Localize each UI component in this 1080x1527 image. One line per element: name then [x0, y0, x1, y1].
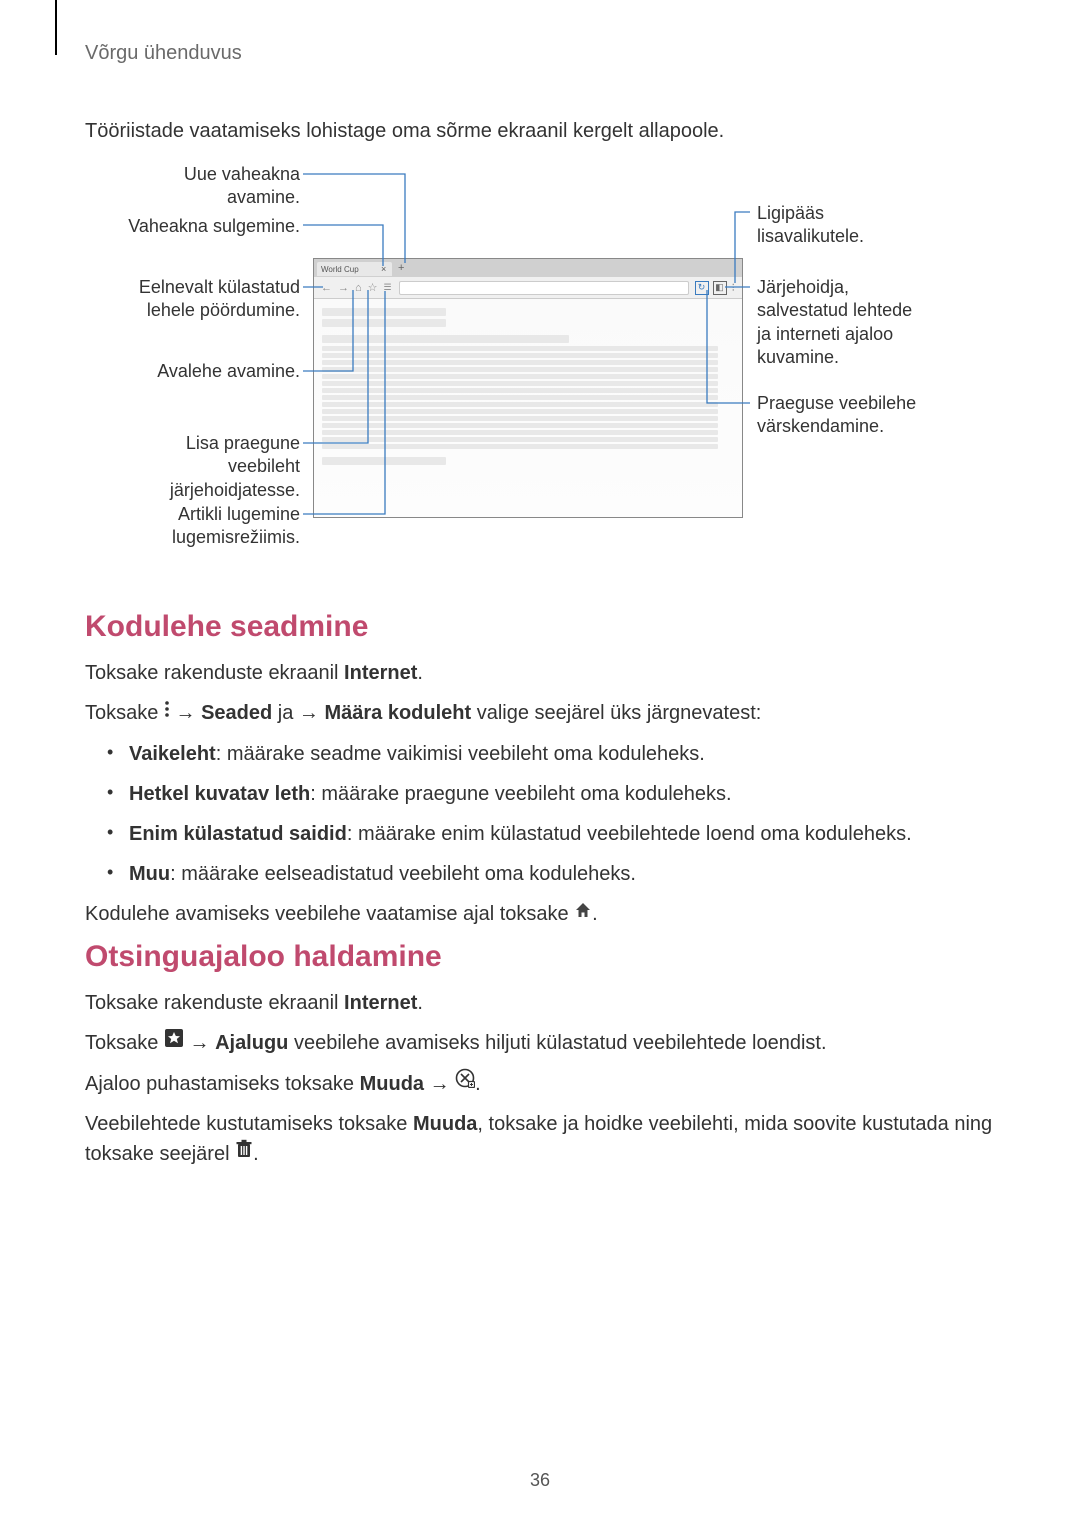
list-item: Enim külastatud saidid: määrake enim kül…: [107, 819, 995, 849]
callout-close-tab: Vaheakna sulgemine.: [85, 215, 300, 238]
list-item: Vaikeleht: määrake seadme vaikimisi veeb…: [107, 739, 995, 769]
section-otsinguajaloo: Otsinguajaloo haldamine Toksake rakendus…: [85, 940, 995, 1180]
new-tab-icon: +: [398, 262, 404, 274]
page-content-mock: [314, 299, 742, 474]
home-icon: ⌂: [355, 282, 362, 294]
bookmark-star-icon: [164, 1027, 184, 1057]
tab-close-icon: ×: [381, 264, 386, 274]
section-heading-1: Kodulehe seadmine: [85, 610, 995, 644]
more-options-icon: [164, 697, 170, 727]
s1-p1: Toksake rakenduste ekraanil Internet.: [85, 658, 995, 688]
bookmarks-icon: ◧: [713, 281, 727, 295]
callout-new-tab: Uue vaheakna avamine.: [85, 163, 300, 210]
star-icon: ☆: [368, 281, 378, 294]
section-kodulehe: Kodulehe seadmine Toksake rakenduste ekr…: [85, 610, 995, 939]
s2-p1: Toksake rakenduste ekraanil Internet.: [85, 988, 995, 1018]
callout-refresh: Praeguse veebilehe värskendamine.: [757, 392, 916, 439]
tab-bar: World Cup × +: [314, 259, 742, 277]
left-margin-rule: [55, 0, 57, 55]
page-number: 36: [0, 1470, 1080, 1491]
trash-icon: [235, 1138, 253, 1168]
section-heading-2: Otsinguajaloo haldamine: [85, 940, 995, 974]
s2-p4: Veebilehtede kustutamiseks toksake Muuda…: [85, 1109, 995, 1170]
browser-toolbar: ← → ⌂ ☆ ☰ ↻ ◧ ⁝: [314, 277, 742, 299]
callout-reader: Artikli lugemine lugemisrežiimis.: [85, 503, 300, 550]
home-icon: [574, 897, 592, 927]
callout-bookmark: Lisa praegune veebileht järjehoidjatesse…: [85, 432, 300, 502]
s1-p2: Toksake → Seaded ja → Määra koduleht val…: [85, 698, 995, 729]
page-header: Võrgu ühenduvus: [85, 42, 242, 65]
tab-label: World Cup: [321, 265, 359, 274]
s2-p3: Ajaloo puhastamiseks toksake Muuda → .: [85, 1069, 995, 1100]
callout-back: Eelnevalt külastatud lehele pöördumine.: [85, 276, 300, 323]
refresh-icon: ↻: [695, 281, 709, 295]
address-bar: [399, 281, 689, 295]
s2-p2: Toksake → Ajalugu veebilehe avamiseks hi…: [85, 1028, 995, 1059]
s1-bullets: Vaikeleht: määrake seadme vaikimisi veeb…: [107, 739, 995, 889]
clear-history-icon: [455, 1067, 475, 1097]
forward-icon: →: [338, 282, 349, 294]
callout-home: Avalehe avamine.: [85, 360, 300, 383]
s1-p3: Kodulehe avamiseks veebilehe vaatamise a…: [85, 899, 995, 930]
callout-more-options: Ligipääs lisavalikutele.: [757, 202, 864, 249]
browser-diagram: World Cup × + ← → ⌂ ☆ ☰ ↻ ◧ ⁝: [85, 160, 995, 560]
menu-icon: ⁝: [732, 281, 736, 294]
intro-paragraph: Tööriistade vaatamiseks lohistage oma sõ…: [85, 120, 724, 143]
list-item: Hetkel kuvatav leth: määrake praegune ve…: [107, 779, 995, 809]
callout-bookmarks-history: Järjehoidja, salvestatud lehtede ja inte…: [757, 276, 912, 370]
back-icon: ←: [321, 282, 332, 294]
list-item: Muu: määrake eelseadistatud veebileht om…: [107, 859, 995, 889]
reader-icon: ☰: [384, 282, 392, 293]
browser-window-mock: World Cup × + ← → ⌂ ☆ ☰ ↻ ◧ ⁝: [313, 258, 743, 518]
